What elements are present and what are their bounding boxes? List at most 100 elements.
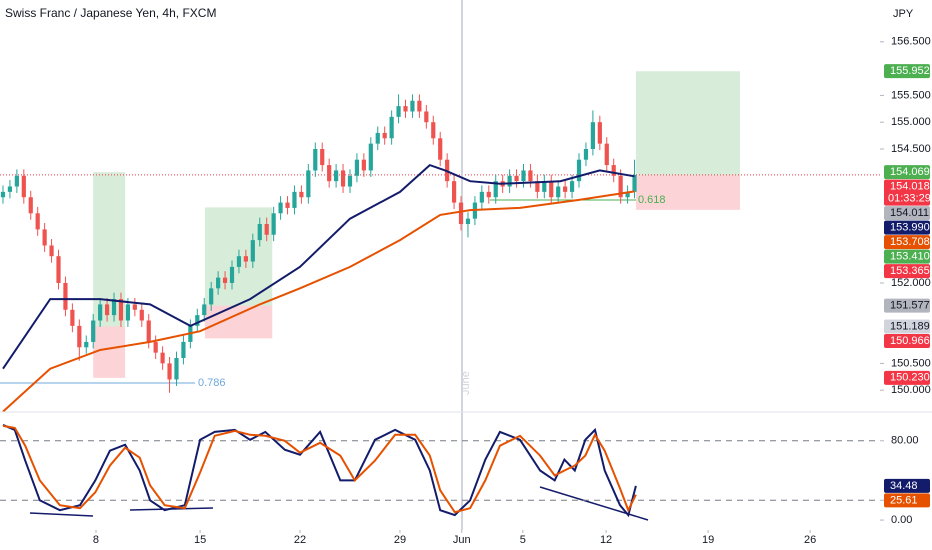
- price-badge: [884, 249, 930, 264]
- candle-body: [49, 245, 54, 257]
- price-badge-label: 153.365: [890, 265, 930, 277]
- candle-body: [174, 358, 179, 380]
- price-badge-label: 154.069: [890, 166, 930, 178]
- candle-body: [35, 213, 40, 230]
- candle-body: [14, 175, 19, 187]
- currency-label: JPY: [893, 8, 914, 20]
- price-badge: [884, 370, 930, 385]
- candle-body: [28, 197, 33, 214]
- chart-title: Swiss Franc / Japanese Yen, 4h, FXCM: [5, 6, 216, 20]
- candle-body: [257, 224, 262, 241]
- candle-body: [396, 106, 401, 117]
- candle-body: [521, 170, 526, 182]
- candle-body: [56, 256, 61, 283]
- y-tick-label: 155.500: [891, 89, 931, 101]
- position-stop: [635, 175, 741, 210]
- candle-body: [320, 148, 325, 166]
- candle-body: [84, 341, 89, 348]
- price-badge-label: 151.189: [890, 320, 930, 332]
- candle-body: [479, 191, 484, 203]
- y-tick-label: 154.500: [891, 143, 931, 155]
- candle-body: [535, 181, 540, 192]
- candle-body: [202, 304, 207, 316]
- candle-body: [195, 315, 200, 326]
- candle-body: [104, 304, 110, 316]
- candle-body: [389, 116, 394, 139]
- candle-body: [264, 224, 269, 235]
- price-badge: [884, 478, 930, 493]
- y-tick-label: 152.000: [891, 277, 931, 289]
- x-tick-label: 15: [194, 534, 206, 546]
- fib-label: 0.618: [638, 194, 666, 206]
- price-badge: [884, 493, 930, 508]
- candle-body: [625, 191, 630, 198]
- candle-body: [458, 202, 464, 225]
- position-stop: [204, 305, 273, 339]
- candle-body: [146, 320, 151, 342]
- background-layer: [0, 71, 880, 378]
- candle-body: [334, 170, 339, 182]
- candle-body: [250, 240, 255, 262]
- candle-body: [118, 299, 124, 321]
- price-badge-label: 154.018: [890, 180, 930, 192]
- x-tick-label: 22: [294, 534, 306, 546]
- stoch-line: [2, 423, 637, 518]
- price-badge: [884, 220, 930, 235]
- trend-line: [29, 512, 94, 517]
- y-tick-label: 155.000: [891, 116, 931, 128]
- candle-body: [70, 309, 75, 326]
- price-badge: [884, 165, 930, 180]
- candle-body: [618, 175, 623, 198]
- candle-body: [403, 106, 408, 112]
- candle-body: [465, 218, 471, 225]
- candle-body: [347, 175, 353, 187]
- price-badge: [884, 298, 930, 313]
- price-badge-label: 153.990: [890, 221, 930, 233]
- candle-body: [167, 363, 172, 380]
- candle-body: [42, 229, 47, 246]
- candle-body: [313, 148, 318, 171]
- candle-body: [160, 352, 165, 364]
- price-badge-label: 150.230: [890, 372, 930, 384]
- candle-body: [125, 304, 131, 321]
- candle-body: [528, 170, 533, 182]
- candle-body: [368, 143, 373, 171]
- candle-body: [91, 320, 96, 342]
- candle-body: [216, 277, 221, 289]
- price-badge-label: 154.011: [890, 207, 929, 219]
- candle-body: [590, 122, 595, 149]
- price-badge: [884, 319, 930, 334]
- candle-body: [361, 159, 366, 171]
- candle-body: [507, 175, 512, 187]
- candle-body: [410, 100, 415, 112]
- price-badge: [884, 235, 930, 250]
- candle-body: [139, 309, 144, 321]
- candle-body: [111, 299, 117, 316]
- candle-body: [181, 341, 186, 359]
- trend-line: [539, 486, 649, 521]
- candle-body: [21, 175, 26, 198]
- position-stop: [93, 326, 126, 378]
- data-layer: [0, 94, 880, 518]
- candle-body: [431, 122, 436, 139]
- candle-body: [438, 138, 443, 160]
- x-tick-label: 29: [394, 534, 406, 546]
- candle-body: [424, 111, 429, 123]
- candle-body: [132, 304, 137, 310]
- candle-body: [306, 170, 311, 198]
- price-badge: [884, 264, 930, 279]
- price-badge: [884, 206, 930, 221]
- y-tick-label: 150.500: [891, 357, 931, 369]
- candle-body: [299, 191, 304, 198]
- x-tick-label: 19: [702, 534, 714, 546]
- fib-label: 0.786: [198, 377, 226, 389]
- x-tick-label: 12: [600, 534, 612, 546]
- candle-body: [569, 181, 575, 192]
- countdown: 01:33:29: [888, 192, 931, 204]
- drawing-layer: June 0.786 0.618: [0, 0, 666, 530]
- stoch-line: [2, 424, 637, 514]
- price-badge-label: 155.952: [890, 65, 930, 77]
- x-tick-label: Jun: [453, 534, 471, 546]
